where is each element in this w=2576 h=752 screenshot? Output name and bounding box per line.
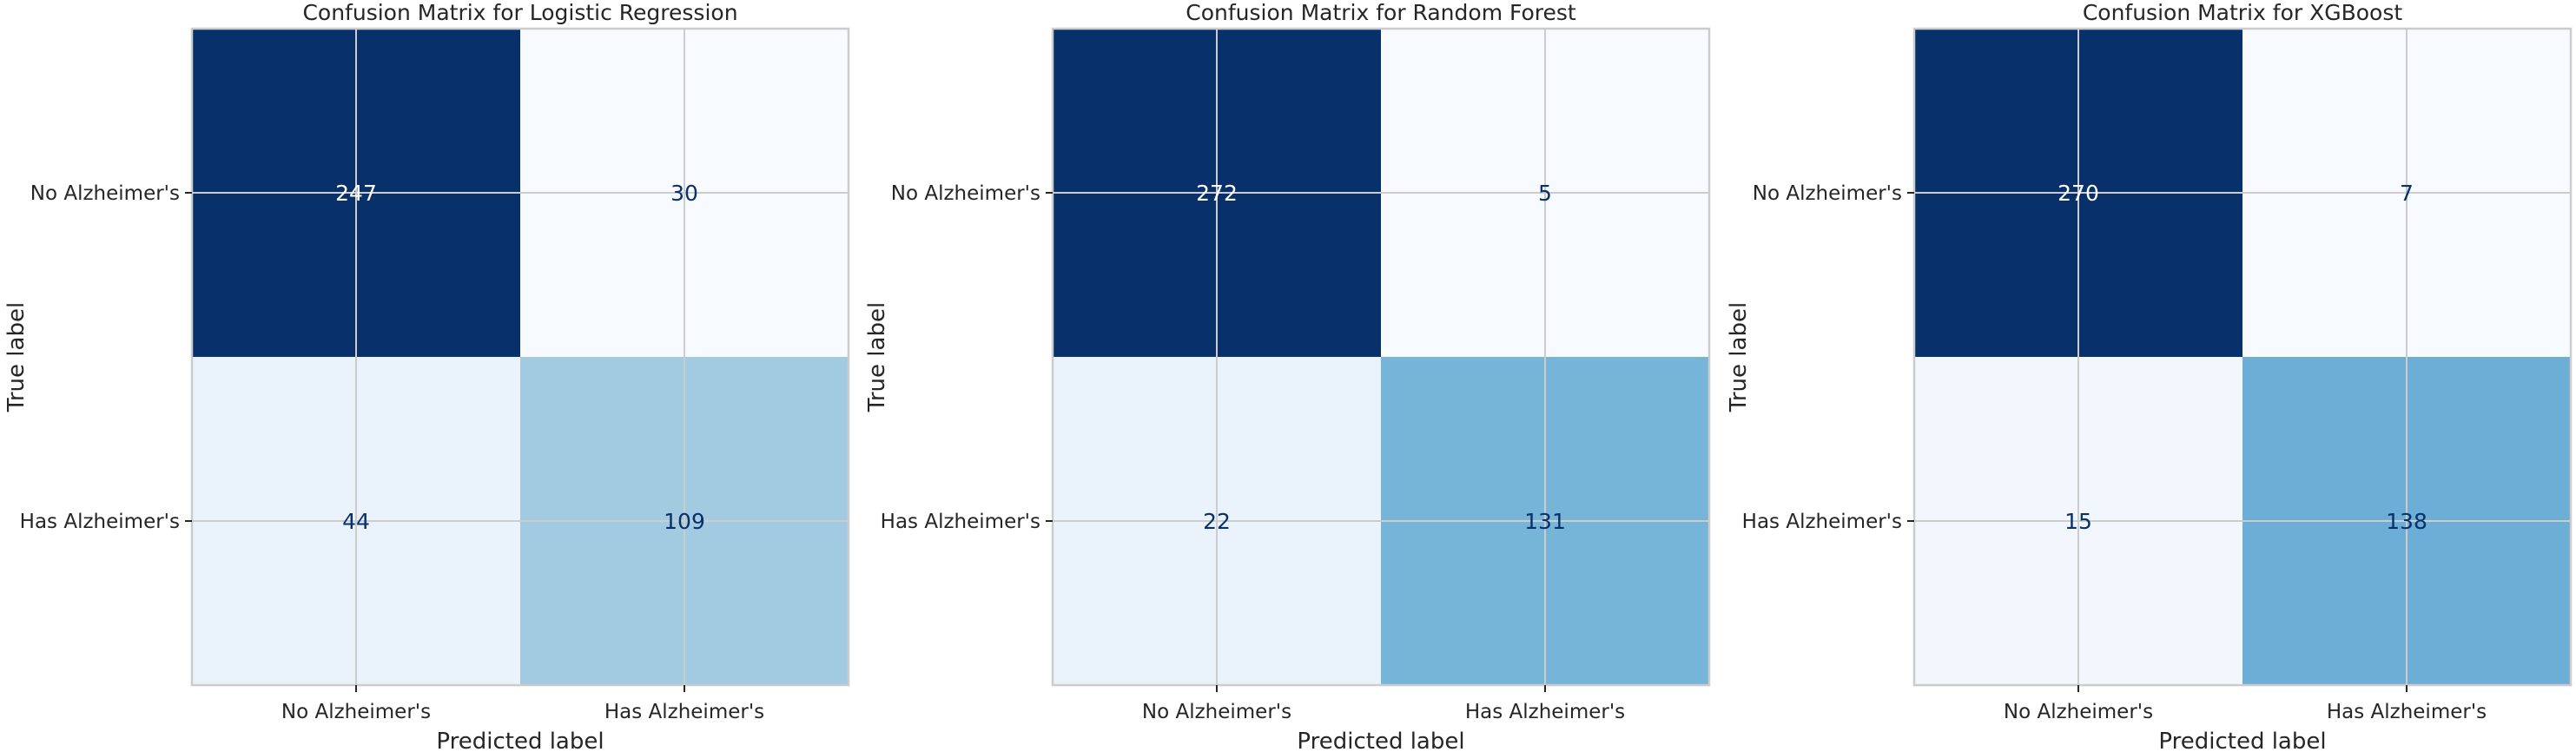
- cell-value-label: 30: [670, 181, 698, 206]
- x-axis-label: Predicted label: [2158, 729, 2326, 752]
- cell-value-label: 7: [2400, 181, 2414, 206]
- chart-title: Confusion Matrix for XGBoost: [2083, 0, 2403, 25]
- plot-frame: [1051, 27, 1711, 687]
- cell-value-label: 109: [664, 509, 705, 534]
- y-tick-label: Has Alzheimer's: [1742, 511, 1902, 533]
- cell-value-label: 15: [2064, 509, 2092, 534]
- x-tick-label: Has Alzheimer's: [1465, 701, 1625, 723]
- cell-value-label: 44: [342, 509, 370, 534]
- cell-value-label: 270: [2057, 181, 2099, 206]
- plot-frame: [190, 27, 850, 687]
- cell-value-label: 131: [1524, 509, 1566, 534]
- x-tick-label: No Alzheimer's: [1142, 701, 1291, 723]
- y-tick-label: Has Alzheimer's: [881, 511, 1040, 533]
- y-axis-label: True label: [3, 302, 30, 412]
- x-axis-label: Predicted label: [1297, 729, 1464, 752]
- confusion-matrix-panel: Confusion Matrix for Random Forest 272 5 22…: [864, 0, 1711, 752]
- x-tick-label: Has Alzheimer's: [604, 701, 764, 723]
- chart-title: Confusion Matrix for Logistic Regression: [302, 0, 737, 25]
- y-axis-label: True label: [864, 302, 890, 412]
- confusion-matrix-panel: Confusion Matrix for XGBoost 270 7 15 138 No …: [1726, 0, 2573, 752]
- cell-value-label: 5: [1538, 181, 1552, 206]
- x-tick-label: Has Alzheimer's: [2327, 701, 2487, 723]
- cell-value-label: 272: [1196, 181, 1238, 206]
- chart-title: Confusion Matrix for Random Forest: [1186, 0, 1576, 25]
- y-tick-label: No Alzheimer's: [30, 182, 180, 205]
- y-tick-label: No Alzheimer's: [891, 182, 1040, 205]
- cell-value-label: 138: [2386, 509, 2427, 534]
- plot-frame: [1912, 27, 2573, 687]
- x-tick-label: No Alzheimer's: [2004, 701, 2153, 723]
- cell-value-label: 247: [335, 181, 377, 206]
- y-tick-label: Has Alzheimer's: [20, 511, 180, 533]
- x-axis-label: Predicted label: [436, 729, 604, 752]
- y-tick-label: No Alzheimer's: [1753, 182, 1902, 205]
- y-axis-label: True label: [1726, 302, 1752, 412]
- cell-value-label: 22: [1203, 509, 1231, 534]
- x-tick-label: No Alzheimer's: [281, 701, 431, 723]
- confusion-matrix-panel: Confusion Matrix for Logistic Regression…: [3, 0, 850, 752]
